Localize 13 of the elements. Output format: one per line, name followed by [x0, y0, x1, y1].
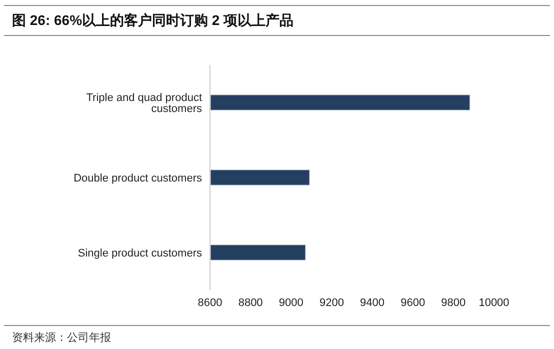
y-tick-label: Double product customers — [74, 172, 202, 184]
x-tick-label: 8800 — [238, 296, 263, 309]
x-tick-label: 9000 — [278, 296, 304, 309]
x-tick-label: 9600 — [400, 296, 426, 309]
text: 资料来源：公司年报 — [12, 332, 111, 344]
y-tick-label: Single product customers — [78, 247, 202, 260]
x-tick-label: 9400 — [360, 296, 385, 309]
x-tick-label: 9800 — [441, 296, 466, 309]
y-tick-label: Triple and quad product customers — [86, 92, 202, 115]
x-tick-label: 9200 — [319, 296, 344, 309]
x-tick-label: 8600 — [198, 296, 222, 309]
chart-title: 图 26: 66%以上的客户同时订购 2 项以上产品 — [12, 12, 294, 30]
x-tick-label: 10000 — [478, 296, 510, 309]
